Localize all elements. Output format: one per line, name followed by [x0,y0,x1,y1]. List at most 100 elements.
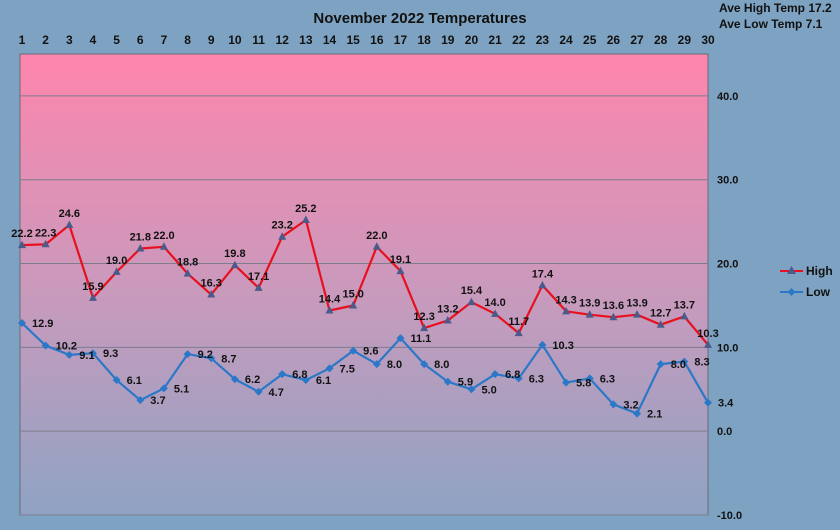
low-marker [183,350,192,359]
y-tick-label: 40.0 [717,91,738,103]
high-data-label: 24.6 [59,208,80,220]
x-tick-label: 25 [583,33,597,47]
x-tick-label: 8 [184,33,191,47]
low-marker [656,360,665,369]
legend-item-low[interactable]: Low [780,285,831,299]
low-data-label: 10.3 [552,340,573,352]
high-marker [159,242,168,250]
low-data-label: 4.7 [269,387,284,399]
x-tick-label: 24 [559,33,573,47]
low-data-label: 6.3 [600,373,615,385]
high-data-label: 13.9 [626,298,647,310]
low-data-label: 7.5 [340,363,355,375]
x-tick-label: 27 [630,33,644,47]
high-marker [325,305,334,314]
x-tick-label: 10 [228,33,242,47]
y-tick-label: -10.0 [717,510,742,522]
ave-low-stat: Ave Low Temp 7.1 [719,17,823,31]
high-marker [136,243,145,252]
low-data-label: 5.9 [458,377,473,389]
low-marker [420,360,429,369]
high-marker [254,283,263,291]
high-marker [88,293,97,301]
high-data-label: 25.2 [295,203,316,215]
legend-high-marker [787,266,796,274]
low-data-label: 6.1 [127,375,142,387]
low-marker [372,360,381,369]
high-marker [18,240,26,249]
high-data-label: 17.1 [248,271,269,283]
high-data-label: 13.9 [579,298,600,310]
high-marker [65,220,74,228]
high-marker [562,306,571,315]
low-marker [443,377,452,386]
y-tick-label: 0.0 [717,426,732,438]
low-marker [538,340,547,349]
high-marker [301,215,310,223]
series-layer [18,215,712,418]
x-tick-label: 15 [346,33,360,47]
high-marker [633,310,642,318]
series-line-high [21,218,709,346]
low-marker [301,376,310,385]
high-data-label: 22.2 [11,228,32,240]
legend-item-high[interactable]: High [780,264,833,278]
high-data-label: 13.2 [437,304,458,316]
x-tick-label: 4 [90,33,97,47]
low-marker [396,334,405,343]
x-tick-label: 5 [113,33,120,47]
high-marker [491,309,500,317]
x-tick-label: 12 [276,33,290,47]
low-data-label: 8.0 [671,359,686,371]
legend-low-marker [787,288,796,296]
low-marker [349,346,358,355]
low-marker [230,375,239,384]
low-marker [136,396,145,405]
low-data-label: 3.7 [150,395,165,407]
y-tick-label: 20.0 [717,259,738,271]
low-marker [278,370,287,379]
ave-high-stat: Ave High Temp 17.2 [719,1,832,15]
low-marker [680,357,689,366]
low-marker [207,354,216,363]
high-marker [420,323,429,332]
low-marker [609,400,618,409]
low-data-label: 9.3 [103,348,118,360]
low-marker [562,378,571,387]
x-tick-label: 18 [417,33,431,47]
high-data-label: 18.8 [177,257,198,269]
low-marker [704,398,712,407]
high-marker [230,260,239,269]
low-marker [325,364,334,373]
high-data-label: 11.7 [508,316,529,328]
low-marker [467,385,476,394]
low-data-label: 3.2 [623,399,638,411]
high-marker [396,266,405,275]
x-tick-label: 16 [370,33,384,47]
high-marker [41,239,50,248]
chart-title: November 2022 Temperatures [313,10,526,27]
high-marker [207,290,216,298]
x-tick-label: 19 [441,33,455,47]
low-marker [112,376,121,385]
x-tick-label: 6 [137,33,144,47]
low-data-label: 6.2 [245,374,260,386]
x-tick-label: 9 [208,33,215,47]
x-tick-label: 11 [252,33,265,47]
low-data-label: 12.9 [32,318,53,330]
high-marker [704,340,712,348]
low-marker [18,319,26,328]
high-marker [372,242,381,250]
x-tick-label: 3 [66,33,73,47]
x-tick-label: 7 [161,33,168,47]
high-data-label: 14.0 [484,297,505,309]
low-data-label: 8.3 [694,357,709,369]
x-tick-label: 28 [654,33,668,47]
x-tick-label: 14 [323,33,337,47]
low-data-label: 6.3 [529,373,544,385]
high-data-label: 12.7 [650,308,671,320]
high-marker [443,316,452,324]
plot-area [19,53,709,516]
legend: High Low [780,264,833,299]
